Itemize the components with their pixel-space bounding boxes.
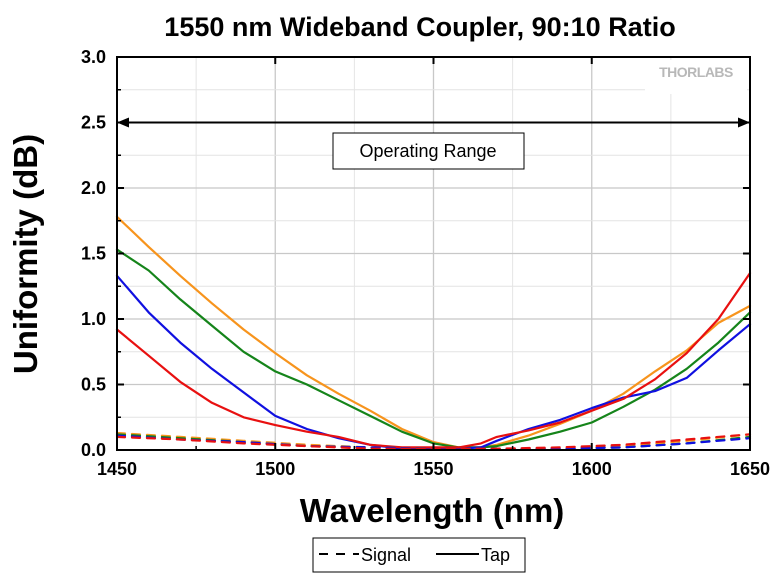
y-tick-label: 1.5 xyxy=(81,244,106,264)
annotation-box xyxy=(332,132,525,170)
legend-signal-label: Signal xyxy=(361,545,411,565)
x-tick-label: 1650 xyxy=(730,459,770,479)
x-tick-label: 1550 xyxy=(413,459,453,479)
y-tick-label: 2.5 xyxy=(81,113,106,133)
logo-text: THORLABS xyxy=(659,64,733,80)
x-tick-label: 1500 xyxy=(255,459,295,479)
chart-title: 1550 nm Wideband Coupler, 90:10 Ratio xyxy=(164,12,675,42)
annotation-label: Operating Range xyxy=(359,141,496,161)
x-tick-label: 1600 xyxy=(572,459,612,479)
y-axis-label: Uniformity (dB) xyxy=(7,134,44,374)
legend: Signal Tap xyxy=(312,537,526,573)
y-tick-label: 2.0 xyxy=(81,178,106,198)
y-tick-label: 0.5 xyxy=(81,375,106,395)
y-tick-label: 1.0 xyxy=(81,309,106,329)
series-green-solid-line xyxy=(115,248,752,449)
series-red-solid-line xyxy=(115,272,752,449)
axis-ticks: 1450 1500 1550 1600 1650 0.0 0.5 1.0 1.5 2.0 2.5 3.… xyxy=(81,47,770,479)
y-tick-label: 0.0 xyxy=(81,440,106,460)
y-tick-label: 3.0 xyxy=(81,47,106,67)
x-axis-label: Wavelength (nm) xyxy=(300,492,565,529)
legend-box xyxy=(312,537,526,573)
thorlabs-logo: THORLABS xyxy=(645,60,747,94)
legend-tap-label: Tap xyxy=(481,545,510,565)
x-tick-label: 1450 xyxy=(97,459,137,479)
